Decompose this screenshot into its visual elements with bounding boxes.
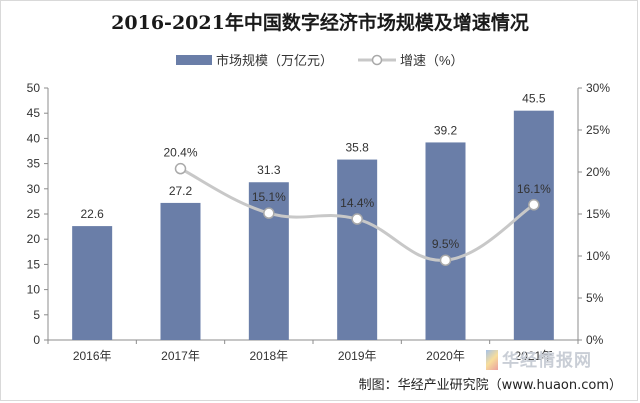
growth-point (174, 162, 187, 175)
bar (337, 159, 378, 340)
legend-label-line: 增速（%） (400, 53, 464, 68)
bar-data-label: 31.3 (257, 163, 281, 177)
y-left-tick-label: 50 (27, 81, 41, 95)
growth-data-label: 16.1% (517, 182, 551, 196)
bar (425, 142, 466, 340)
bar-data-label: 45.5 (522, 92, 546, 106)
x-tick-label: 2021年 (514, 349, 553, 363)
y-right-tick-label: 20% (586, 165, 610, 179)
y-left-tick-label: 10 (27, 283, 41, 297)
y-left-tick-label: 5 (33, 308, 40, 322)
watermark-logo-icon (486, 350, 498, 370)
source-note: 制图：华经产业研究院（www.huaon.com） (358, 378, 622, 393)
growth-data-label: 20.4% (163, 146, 197, 160)
y-left-tick-label: 40 (27, 131, 41, 145)
growth-data-label: 14.4% (340, 196, 374, 210)
y-right-tick-label: 5% (586, 291, 604, 305)
growth-data-label: 9.5% (432, 237, 460, 251)
x-tick-label: 2020年 (426, 349, 465, 363)
bar-data-label: 22.6 (80, 207, 104, 221)
x-tick-label: 2016年 (73, 349, 112, 363)
y-right-tick-label: 0% (586, 333, 604, 347)
y-right-tick-label: 10% (586, 249, 610, 263)
watermark-text: 华经情报网 (502, 351, 592, 371)
x-tick-label: 2018年 (249, 349, 288, 363)
growth-point (439, 254, 452, 266)
y-left-tick-label: 0 (33, 333, 40, 347)
bar-data-label: 27.2 (169, 184, 193, 198)
legend-label-bar: 市场规模（万亿元） (216, 53, 333, 68)
bar (513, 110, 554, 341)
x-tick-label: 2019年 (338, 349, 377, 363)
bar-data-label: 35.8 (345, 141, 369, 155)
y-left-tick-label: 30 (27, 182, 41, 196)
growth-point (351, 213, 363, 225)
chart-title: 2016-2021年中国数字经济市场规模及增速情况 (111, 12, 529, 34)
growth-point (263, 207, 275, 219)
y-left-tick-label: 20 (27, 232, 41, 246)
y-right-tick-label: 25% (586, 123, 610, 137)
watermark: 华经情报网 (486, 346, 592, 371)
growth-point (528, 199, 540, 211)
legend-swatch-bar (176, 55, 212, 65)
y-left-tick-label: 45 (27, 106, 41, 120)
bar (72, 226, 113, 340)
y-left-tick-label: 35 (27, 157, 41, 171)
y-left-tick-label: 25 (27, 207, 41, 221)
legend-swatch-marker (371, 54, 383, 66)
y-right-tick-label: 30% (586, 81, 610, 95)
x-tick-label: 2017年 (161, 349, 200, 363)
bar (248, 182, 289, 340)
y-left-tick-label: 15 (27, 257, 41, 271)
bar-data-label: 39.2 (434, 123, 458, 137)
growth-data-label: 15.1% (252, 190, 286, 204)
y-right-tick-label: 15% (586, 207, 610, 221)
bar (160, 202, 201, 340)
